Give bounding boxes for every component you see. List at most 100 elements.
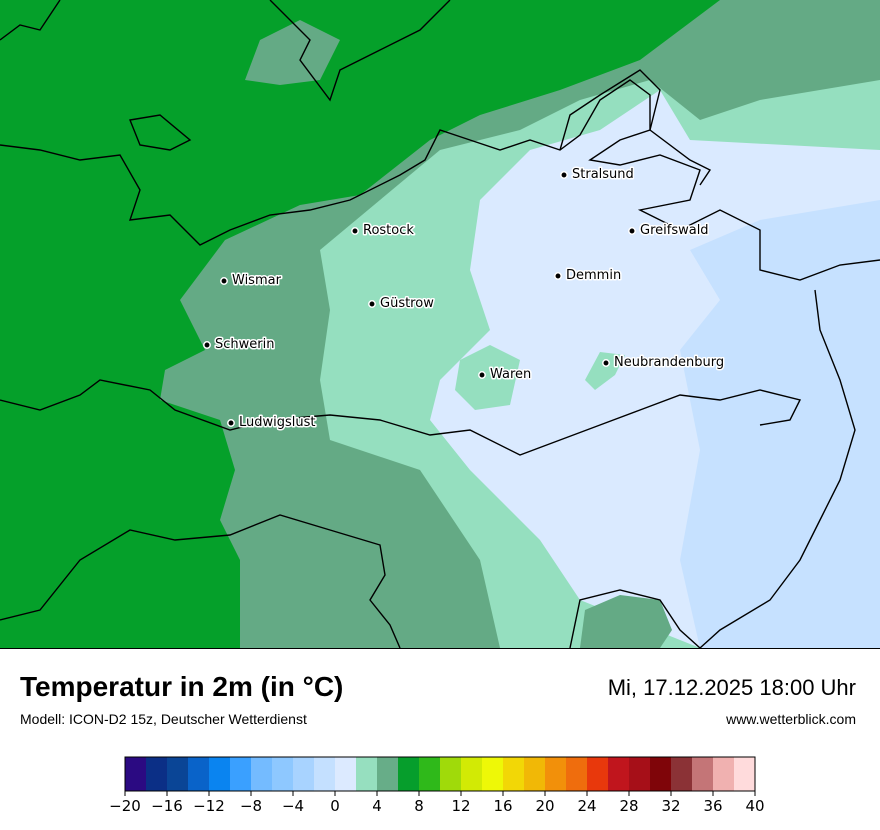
border-west: [0, 379, 802, 456]
city-dot: [560, 171, 568, 179]
website-link[interactable]: www.wetterblick.com: [726, 711, 856, 727]
legend-swatch: [650, 757, 672, 791]
legend-swatch: [293, 757, 315, 791]
city-dot: [554, 272, 562, 280]
map-canvas: Stralsund Rostock Greifswald Demmin Wismar Gü…: [0, 0, 880, 648]
legend-swatch: [461, 757, 483, 791]
city-neubrandenburg[interactable]: Neubrandenburg: [602, 354, 726, 372]
legend-swatch: [734, 757, 756, 791]
city-dot: [602, 359, 610, 367]
legend-swatch: [692, 757, 714, 791]
city-label: Rostock: [363, 223, 414, 238]
footer: Temperatur in 2m (in °C) Modell: ICON-D2…: [0, 649, 880, 830]
city-dot: [478, 371, 486, 379]
city-label: Güstrow: [380, 296, 434, 311]
legend-tick-label: 16: [493, 797, 512, 815]
island-ruegen: [559, 69, 712, 186]
city-dot: [220, 277, 228, 285]
city-demmin[interactable]: Demmin: [554, 267, 623, 285]
legend-swatch: [377, 757, 399, 791]
legend-swatch: [713, 757, 735, 791]
city-label: Stralsund: [572, 167, 634, 182]
legend-swatch: [482, 757, 504, 791]
temp-patch-south: [580, 595, 672, 648]
legend-swatch: [440, 757, 462, 791]
legend-swatch: [419, 757, 441, 791]
legend-tick-label: −16: [151, 797, 183, 815]
legend-swatch: [167, 757, 189, 791]
legend-swatch: [230, 757, 252, 791]
color-legend: −20 −16 −12 −8 −4 0 4 8 12 16 20 24 28 32 36 40: [109, 756, 765, 815]
legend-tick-label: −8: [240, 797, 262, 815]
legend-swatch: [314, 757, 336, 791]
city-wismar[interactable]: Wismar: [220, 272, 283, 290]
city-waren[interactable]: Waren: [478, 366, 533, 384]
border-southeast: [569, 589, 701, 648]
city-güstrow[interactable]: Güstrow: [368, 295, 436, 313]
legend-swatch: [629, 757, 651, 791]
legend-swatch: [188, 757, 210, 791]
model-subtitle: Modell: ICON-D2 15z, Deutscher Wetterdie…: [20, 711, 307, 727]
city-dot: [628, 227, 636, 235]
city-label: Schwerin: [215, 337, 274, 352]
legend-tick-label: −12: [193, 797, 225, 815]
legend-swatch: [335, 757, 357, 791]
city-label: Greifswald: [640, 223, 709, 238]
border-east-pl: [699, 289, 856, 648]
legend-swatch: [503, 757, 525, 791]
legend-tick-label: 20: [535, 797, 554, 815]
city-label: Demmin: [566, 268, 621, 283]
legend-tick-label: 28: [619, 797, 638, 815]
legend-swatch: [398, 757, 420, 791]
city-label: Neubrandenburg: [614, 355, 724, 370]
legend-tick-label: 40: [745, 797, 764, 815]
legend-swatch: [524, 757, 546, 791]
legend-swatch: [272, 757, 294, 791]
map-title: Temperatur in 2m (in °C): [20, 671, 344, 702]
city-ludwigslust[interactable]: Ludwigslust: [227, 414, 317, 432]
forecast-datetime: Mi, 17.12.2025 18:00 Uhr: [607, 675, 856, 700]
legend-tick-label: −4: [282, 797, 304, 815]
border-south: [0, 514, 401, 648]
city-rostock[interactable]: Rostock: [351, 222, 416, 240]
city-dot: [227, 419, 235, 427]
city-label: Wismar: [232, 273, 282, 288]
city-dot: [203, 341, 211, 349]
legend-swatch: [146, 757, 168, 791]
legend-tick-label: −20: [109, 797, 141, 815]
legend-frame: [124, 756, 756, 792]
city-label: Waren: [490, 367, 531, 382]
legend-tick-label: 0: [330, 797, 340, 815]
legend-swatch: [587, 757, 609, 791]
temperature-map[interactable]: Stralsund Rostock Greifswald Demmin Wismar Gü…: [0, 0, 880, 649]
temp-band-6-8-patch: [245, 20, 340, 85]
city-label: Ludwigslust: [239, 415, 316, 430]
legend-tick-label: 8: [414, 797, 424, 815]
legend-swatch: [608, 757, 630, 791]
legend-swatch: [545, 757, 567, 791]
temp-band-0-2: [680, 200, 880, 648]
boundaries: [0, 0, 880, 648]
city-markers: Stralsund Rostock Greifswald Demmin Wismar Gü…: [203, 166, 726, 432]
temp-patch-neubrandenburg: [585, 352, 625, 390]
bay-outline: [129, 114, 192, 151]
city-dot: [351, 227, 359, 235]
temp-patch-waren: [455, 345, 520, 410]
legend-tick-label: 12: [451, 797, 470, 815]
city-stralsund[interactable]: Stralsund: [560, 166, 635, 184]
legend-swatch: [251, 757, 273, 791]
city-dot: [368, 300, 376, 308]
legend-swatch: [566, 757, 588, 791]
border-top: [269, 0, 451, 102]
legend-swatch: [671, 757, 693, 791]
border-north: [0, 0, 61, 41]
city-schwerin[interactable]: Schwerin: [203, 336, 276, 354]
legend-tick-label: 24: [577, 797, 596, 815]
city-greifswald[interactable]: Greifswald: [628, 222, 710, 240]
legend-tick-label: 4: [372, 797, 382, 815]
legend-tick-label: 36: [703, 797, 722, 815]
legend-swatch: [356, 757, 378, 791]
coastline: [0, 79, 880, 281]
legend-swatch: [125, 757, 147, 791]
legend-swatch: [209, 757, 231, 791]
